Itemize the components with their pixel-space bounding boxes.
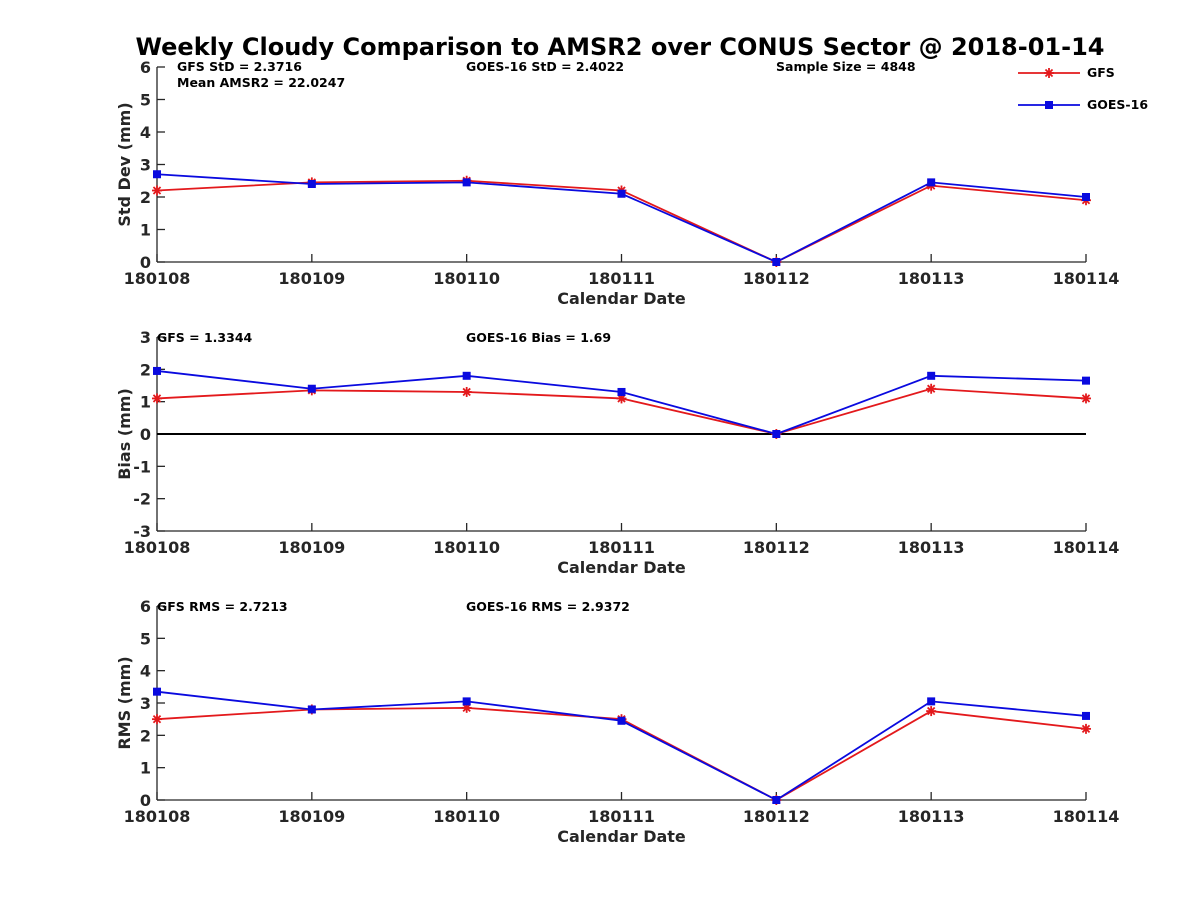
data-point-goes-16 (772, 258, 781, 266)
x-axis-label: Calendar Date (557, 558, 686, 577)
data-point-goes-16 (1082, 711, 1090, 720)
y-tick-label: 6 (140, 58, 151, 77)
y-tick-label: 5 (140, 91, 151, 110)
x-tick-label: 180110 (433, 807, 500, 826)
data-point-gfs (152, 393, 162, 404)
data-point-goes-16 (462, 697, 471, 706)
y-tick-label: 2 (140, 360, 151, 379)
data-point-goes-16 (927, 178, 936, 187)
data-point-gfs (1081, 393, 1091, 404)
figure-title: Weekly Cloudy Comparison to AMSR2 over C… (136, 33, 1105, 61)
x-tick-label: 180108 (124, 538, 191, 557)
legend-label: GFS (1087, 65, 1115, 80)
data-point-goes-16 (1082, 376, 1090, 385)
y-tick-label: 0 (140, 791, 151, 810)
y-tick-label: 6 (140, 597, 151, 616)
data-point-goes-16 (462, 178, 471, 187)
y-tick-label: 0 (140, 253, 151, 272)
data-point-gfs (461, 386, 472, 397)
x-tick-label: 180112 (743, 269, 810, 288)
data-point-goes-16 (153, 170, 161, 179)
data-point-goes-16 (927, 697, 936, 706)
x-tick-label: 180113 (898, 807, 965, 826)
data-point-gfs (152, 185, 162, 196)
rms-panel: 0 1 2 3 4 5 6 180108 180109 180110 180111 180112 180… (115, 597, 1119, 846)
y-axis-label: Std Dev (mm) (115, 102, 134, 226)
x-tick-label: 180112 (743, 538, 810, 557)
x-tick-label: 180114 (1053, 538, 1120, 557)
bias-panel: -3 -2 -1 0 1 2 3 180108 180109 180110 180111 180112… (115, 328, 1119, 577)
y-tick-label: -2 (133, 490, 151, 509)
data-point-goes-16 (153, 366, 161, 375)
y-tick-label: -1 (133, 457, 151, 476)
stat-annotation: GOES-16 Bias = 1.69 (466, 330, 611, 345)
y-tick-label: 0 (140, 425, 151, 444)
legend-marker (1044, 68, 1054, 78)
y-tick-label: 1 (140, 221, 151, 240)
x-tick-label: 180111 (588, 269, 655, 288)
legend-marker (1045, 101, 1053, 109)
series-line-goes-16 (156, 690, 1087, 802)
y-tick-label: 5 (140, 629, 151, 648)
x-tick-label: 180114 (1053, 807, 1120, 826)
data-point-goes-16 (1082, 193, 1090, 201)
std-dev-panel: 0 1 2 3 4 5 6 180108 180109 180110 180111 180112 180… (115, 58, 1119, 308)
x-tick-label: 180109 (278, 269, 345, 288)
y-tick-label: 3 (140, 694, 151, 713)
x-tick-label: 180112 (743, 807, 810, 826)
stat-annotation: GFS StD = 2.3716 (177, 59, 302, 74)
x-tick-label: 180113 (898, 538, 965, 557)
x-tick-label: 180110 (433, 538, 500, 557)
y-tick-label: 2 (140, 726, 151, 745)
data-point-gfs (1081, 723, 1091, 734)
stat-annotation: GOES-16 RMS = 2.9372 (466, 599, 630, 614)
x-tick-label: 180110 (433, 269, 500, 288)
y-tick-label: 4 (140, 662, 151, 681)
data-point-gfs (926, 706, 937, 717)
x-axis-label: Calendar Date (557, 827, 686, 846)
x-tick-label: 180111 (588, 807, 655, 826)
y-tick-label: 1 (140, 393, 151, 412)
x-tick-label: 180109 (278, 807, 345, 826)
data-point-goes-16 (307, 384, 316, 393)
x-tick-label: 180114 (1053, 269, 1120, 288)
stat-annotation: GFS = 1.3344 (157, 330, 253, 345)
y-tick-label: 3 (140, 328, 151, 347)
data-point-goes-16 (153, 687, 161, 696)
x-tick-label: 180108 (124, 807, 191, 826)
stat-annotation: Mean AMSR2 = 22.0247 (177, 75, 345, 90)
y-tick-label: 3 (140, 156, 151, 175)
data-point-goes-16 (307, 705, 316, 714)
stat-annotation: GFS RMS = 2.7213 (157, 599, 288, 614)
y-tick-label: -3 (133, 522, 151, 541)
data-point-gfs (926, 383, 937, 394)
data-point-gfs (152, 714, 162, 725)
y-tick-label: 1 (140, 759, 151, 778)
x-tick-label: 180113 (898, 269, 965, 288)
legend: GFS GOES-16 (1018, 65, 1148, 112)
data-point-goes-16 (462, 371, 471, 380)
x-tick-label: 180109 (278, 538, 345, 557)
data-point-goes-16 (927, 371, 936, 380)
data-point-goes-16 (617, 716, 626, 725)
stat-annotation: GOES-16 StD = 2.4022 (466, 59, 624, 74)
x-tick-label: 180108 (124, 269, 191, 288)
y-tick-label: 4 (140, 123, 151, 142)
x-tick-label: 180111 (588, 538, 655, 557)
y-axis-label: RMS (mm) (115, 656, 134, 749)
x-axis-label: Calendar Date (557, 289, 686, 308)
data-point-goes-16 (617, 387, 626, 396)
legend-label: GOES-16 (1087, 97, 1148, 112)
stat-annotation: Sample Size = 4848 (776, 59, 916, 74)
y-tick-label: 2 (140, 188, 151, 207)
data-point-goes-16 (772, 430, 781, 438)
data-point-goes-16 (617, 189, 626, 198)
data-point-goes-16 (772, 796, 781, 804)
y-axis-label: Bias (mm) (115, 388, 134, 480)
data-point-goes-16 (307, 180, 316, 188)
